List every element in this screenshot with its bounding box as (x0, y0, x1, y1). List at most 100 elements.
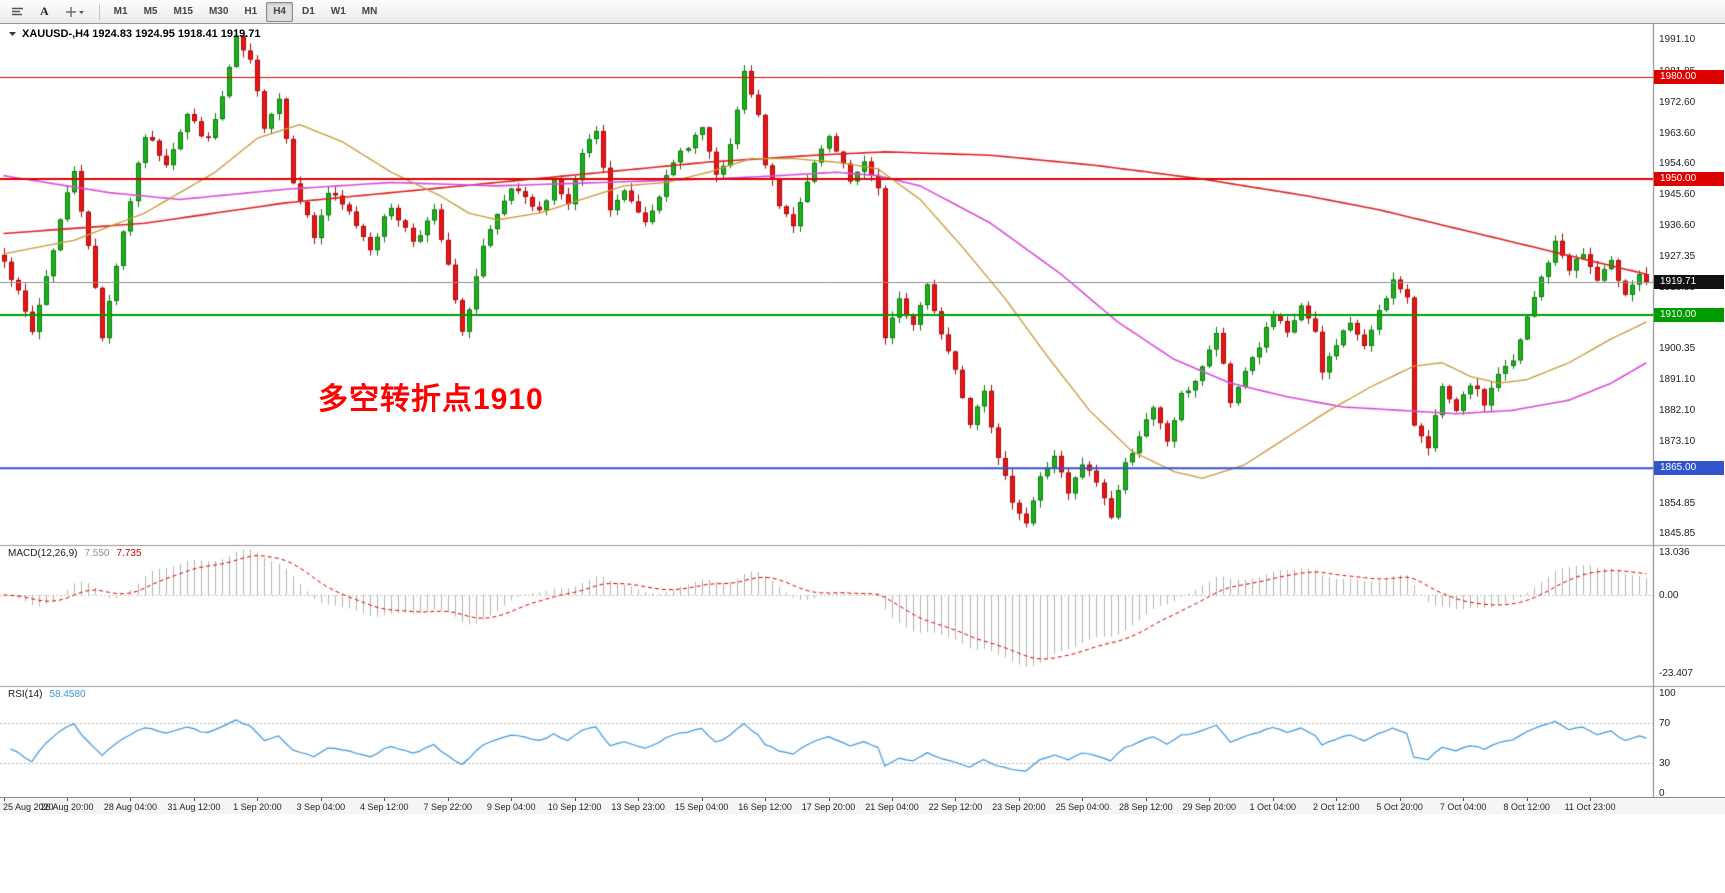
time-axis[interactable]: 25 Aug 2020 26 Aug 20:00 28 Aug 04:00 31 Au… (0, 797, 1725, 814)
time-axis-label: 22 Sep 12:00 (928, 802, 983, 812)
time-axis-label: 7 Oct 04:00 (1439, 802, 1487, 812)
toolbar-separator (98, 3, 100, 20)
macd-name: MACD(12,26,9) (8, 548, 78, 559)
axis-label: 1900.35 (1659, 342, 1696, 354)
rsi-name: RSI(14) (8, 689, 43, 700)
chart-list-button[interactable] (4, 2, 31, 22)
time-tick (1527, 798, 1528, 801)
timeframe-button-h4[interactable]: H4 (266, 1, 293, 22)
time-axis-label: 2 Oct 12:00 (1312, 802, 1360, 812)
axis-label: 13.036 (1659, 546, 1690, 558)
time-tick (511, 798, 512, 801)
axis-label: 1891.10 (1659, 374, 1696, 386)
time-tick (448, 798, 449, 801)
axis-label: 0 (1659, 788, 1665, 799)
time-tick (1336, 798, 1337, 801)
time-tick (257, 798, 258, 801)
time-tick (638, 798, 639, 801)
timeframe-button-w1[interactable]: W1 (324, 2, 353, 22)
macd-signal-value: 7.735 (116, 548, 142, 559)
price-axis[interactable]: 1991.101981.851972.601963.601954.601945.… (1654, 24, 1725, 799)
time-tick (702, 798, 703, 801)
axis-label: 1882.10 (1659, 405, 1696, 416)
timeframe-button-h1[interactable]: H1 (237, 2, 264, 22)
chart-list-icon (11, 6, 24, 18)
time-tick (1082, 798, 1083, 801)
time-axis-label: 5 Oct 20:00 (1376, 802, 1423, 812)
axis-label: 1927.35 (1659, 251, 1696, 263)
time-tick (1273, 798, 1274, 801)
time-tick (765, 798, 766, 801)
time-axis-label: 29 Sep 20:00 (1182, 802, 1237, 812)
axis-label: 1936.60 (1659, 219, 1696, 231)
time-axis-label: 8 Oct 12:00 (1503, 802, 1550, 812)
time-axis-label: 21 Sep 04:00 (865, 802, 919, 812)
time-tick (130, 798, 131, 801)
time-axis-label: 17 Sep 20:00 (801, 802, 856, 812)
time-axis-label: 11 Oct 23:00 (1564, 802, 1616, 812)
axis-label: 1945.60 (1659, 189, 1696, 201)
level-price-badge: 1950.00 (1654, 172, 1724, 187)
axis-label: 1963.60 (1659, 127, 1696, 139)
time-axis-label: 13 Sep 23:00 (611, 802, 665, 812)
time-tick (1463, 798, 1464, 801)
axis-label: 30 (1659, 758, 1671, 769)
axis-label: 70 (1659, 718, 1671, 729)
time-tick (194, 798, 195, 801)
draw-tools-button[interactable] (58, 2, 92, 22)
timeframe-button-m5[interactable]: M5 (137, 2, 165, 22)
time-axis-label: 4 Sep 12:00 (360, 802, 409, 812)
time-tick (1146, 798, 1147, 801)
timeframe-button-m15[interactable]: M15 (166, 2, 199, 22)
time-axis-label: 10 Sep 12:00 (547, 802, 602, 812)
axis-label: 1873.10 (1659, 435, 1696, 447)
time-axis-label: 23 Sep 20:00 (992, 802, 1046, 812)
time-tick (1590, 798, 1591, 801)
time-axis-label: 9 Sep 04:00 (486, 802, 536, 812)
time-tick (829, 798, 830, 801)
time-tick (384, 798, 385, 801)
time-axis-label: 25 Sep 04:00 (1055, 802, 1110, 812)
time-axis-label: 16 Sep 12:00 (738, 802, 792, 812)
time-axis-label: 1 Sep 20:00 (233, 802, 282, 812)
chevron-down-icon (78, 6, 85, 18)
level-price-badge: 1910.00 (1654, 308, 1724, 323)
macd-value: 7.550 (84, 548, 110, 559)
axis-label: 1991.10 (1659, 34, 1696, 46)
toolbar: A M1 M5 M15 M30 H1 H4 D1 W1 MN (0, 0, 1725, 24)
level-price-badge: 1980.00 (1654, 70, 1724, 85)
axis-label: 1845.85 (1659, 528, 1696, 540)
axis-label: 1972.60 (1659, 97, 1696, 109)
text-label-button[interactable]: A (33, 2, 56, 22)
symbol-ohlc-text: XAUUSD-,H4 1924.83 1924.95 1918.41 1919.… (22, 28, 261, 40)
timeframe-button-d1[interactable]: D1 (295, 2, 322, 22)
timeframe-button-m1[interactable]: M1 (107, 2, 135, 22)
timeframe-button-mn[interactable]: MN (355, 2, 385, 22)
axis-label: -23.407 (1659, 667, 1693, 679)
time-tick (1209, 798, 1210, 801)
chart-surface[interactable] (0, 24, 1725, 797)
text-label-icon: A (40, 4, 49, 18)
axis-label: 1954.60 (1659, 158, 1696, 170)
level-price-badge: 1865.00 (1654, 461, 1724, 476)
time-tick (321, 798, 322, 801)
axis-label: 100 (1659, 688, 1676, 699)
symbol-title: XAUUSD-,H4 1924.83 1924.95 1918.41 1919.… (8, 28, 261, 40)
time-axis-label: 15 Sep 04:00 (674, 802, 729, 812)
axis-label: 1854.85 (1659, 497, 1696, 509)
time-axis-label: 31 Aug 12:00 (167, 802, 221, 812)
time-axis-label: 1 Oct 04:00 (1249, 802, 1297, 812)
time-axis-label: 28 Sep 12:00 (1119, 802, 1173, 812)
one-click-trading-icon[interactable] (8, 30, 17, 38)
time-axis-label: 3 Sep 04:00 (296, 802, 346, 812)
timeframe-button-m30[interactable]: M30 (202, 2, 235, 22)
time-axis-label: 26 Aug 20:00 (40, 802, 94, 812)
time-tick (67, 798, 68, 801)
current-price-badge: 1919.71 (1654, 275, 1724, 290)
time-tick (955, 798, 956, 801)
time-axis-label: 25 Aug 2020 (3, 802, 54, 812)
chart-annotation-text: 多空转折点1910 (318, 383, 544, 416)
timeframe-group: M1 M5 M15 M30 H1 H4 D1 W1 MN (107, 1, 385, 22)
time-tick (892, 798, 893, 801)
